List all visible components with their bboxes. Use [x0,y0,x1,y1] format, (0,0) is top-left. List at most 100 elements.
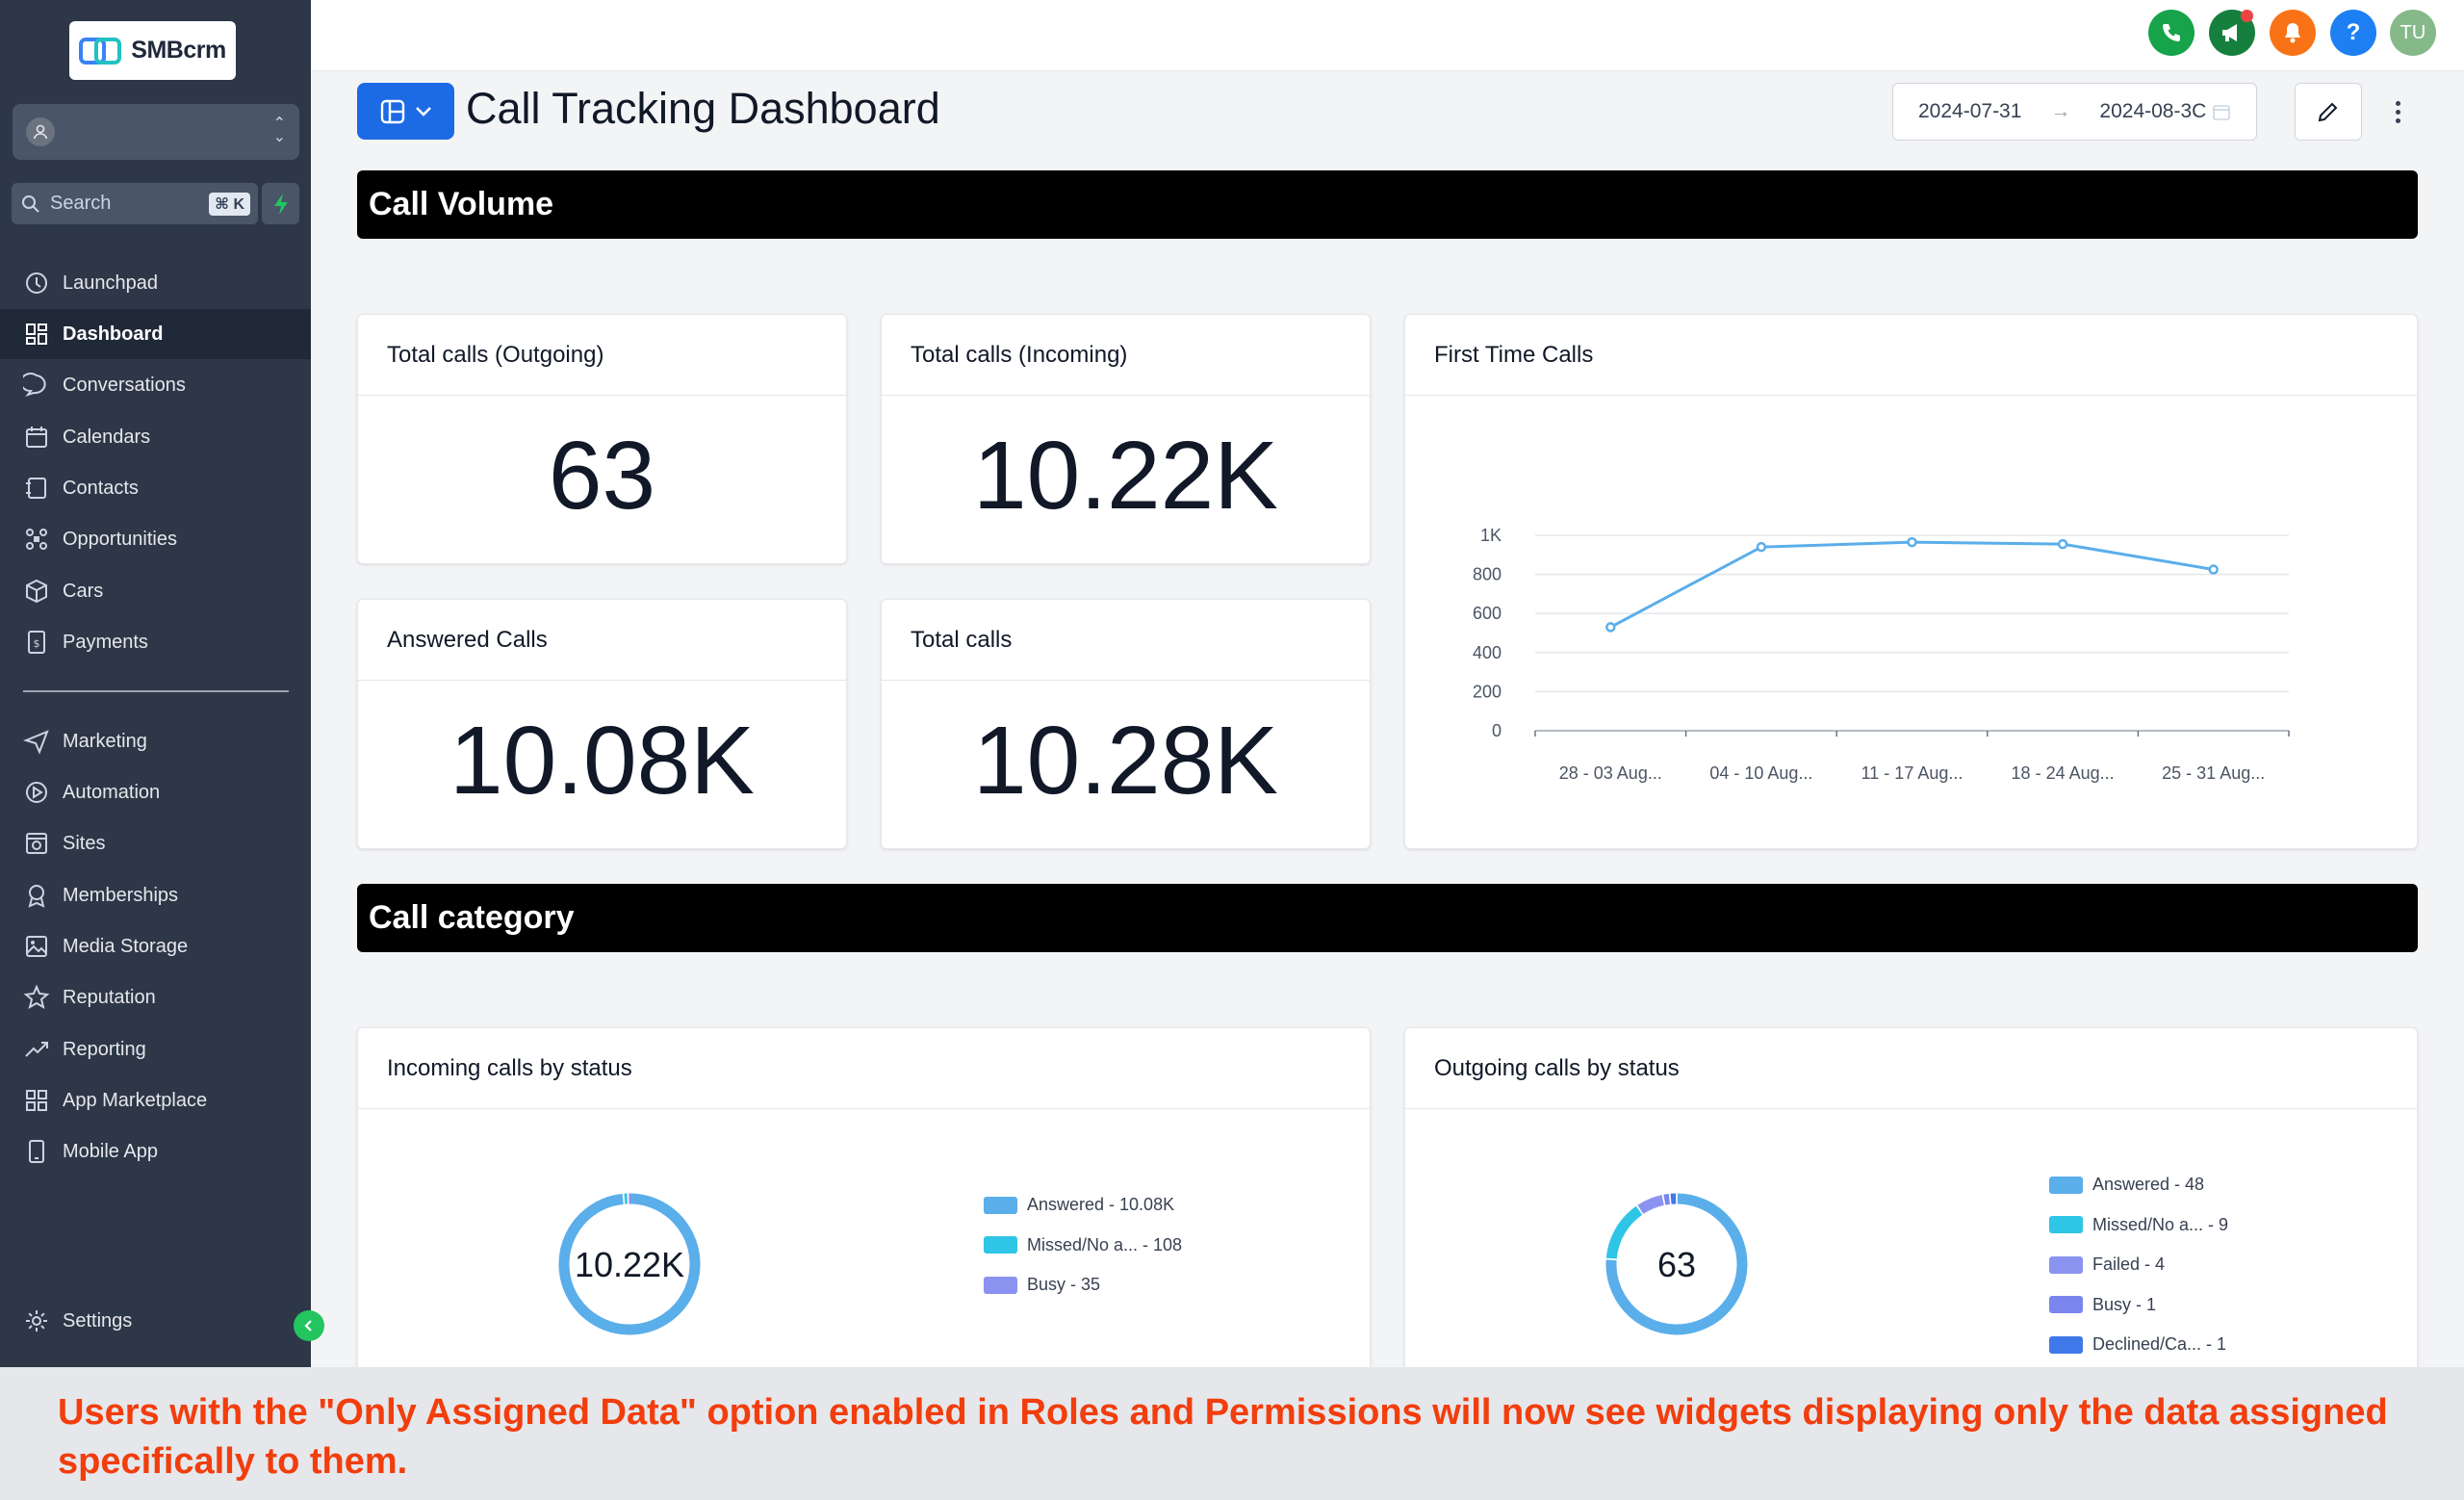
sidebar-item-media-storage[interactable]: Media Storage [0,921,311,971]
outgoing-status-donut: 63 [1605,1193,1748,1335]
legend-item[interactable]: Busy - 35 [984,1265,1182,1306]
sidebar-item-app-marketplace[interactable]: App Marketplace [0,1075,311,1125]
donut-slice[interactable] [1663,1193,1671,1205]
sidebar-item-mobile-app[interactable]: Mobile App [0,1126,311,1177]
sidebar-item-label: Media Storage [63,935,189,957]
donut-slice[interactable] [1605,1193,1748,1335]
sidebar-item-label: Dashboard [63,323,164,345]
chevron-down-icon [415,106,431,116]
date-range-picker[interactable]: 2024-07-31 → 2024-08-3C [1892,83,2257,141]
legend-item[interactable]: Missed/No a... - 108 [984,1226,1182,1266]
data-point [2208,564,2219,575]
sidebar-item-dashboard[interactable]: Dashboard [0,309,311,359]
donut-slice[interactable] [1637,1195,1665,1215]
first-time-calls-card: First Time Calls 0 200 400 600 800 1K 28 - 03 … [1404,314,2418,849]
svg-text:$: $ [34,637,40,650]
y-tick-label: 400 [1473,643,1502,662]
card-title: Incoming calls by status [358,1028,1370,1109]
more-options-button[interactable] [2383,92,2412,131]
legend-item[interactable]: Answered - 10.08K [984,1185,1182,1226]
help-button[interactable]: ? [2330,10,2376,56]
sidebar-item-sites[interactable]: Sites [0,818,311,868]
info-banner: Users with the "Only Assigned Data" opti… [0,1367,2464,1500]
sidebar-item-calendars[interactable]: Calendars [0,412,311,462]
section-title: Call category [369,899,575,936]
bell-icon [2285,23,2300,43]
data-point [2057,538,2068,550]
y-tick-label: 600 [1473,604,1502,623]
sidebar-item-label: Settings [63,1309,133,1332]
sidebar-item-label: Automation [63,781,161,803]
sidebar: SMBcrm ⌃ ⌄ Search ⌘ K Launchpad Dashboard C… [0,0,311,1367]
sidebar-item-cars[interactable]: Cars [0,566,311,616]
card-title: Answered Calls [358,600,846,681]
notifications-button[interactable] [2270,10,2316,56]
sidebar-item-opportunities[interactable]: Opportunities [0,514,311,564]
sidebar-item-label: App Marketplace [63,1089,208,1111]
sidebar-item-reporting[interactable]: Reporting [0,1024,311,1074]
legend-label: Busy - 35 [1027,1275,1101,1295]
legend-item[interactable]: Declined/Ca... - 1 [2049,1325,2228,1365]
y-tick-label: 0 [1492,721,1502,740]
sidebar-item-reputation[interactable]: Reputation [0,972,311,1022]
sites-icon [26,833,47,854]
phone-button[interactable] [2148,10,2194,56]
legend-item[interactable]: Busy - 1 [2049,1285,2228,1326]
launchpad-icon [26,272,47,294]
sidebar-item-label: Memberships [63,884,179,906]
legend-swatch [2049,1296,2083,1314]
sidebar-item-payments[interactable]: $ Payments [0,617,311,667]
sidebar-item-launchpad[interactable]: Launchpad [0,258,311,308]
announcement-button[interactable] [2209,10,2255,56]
incoming-status-legend: Answered - 10.08K Missed/No a... - 108 Bus… [984,1185,1182,1306]
quick-action-button[interactable] [262,183,299,224]
legend-label: Failed - 4 [2092,1254,2166,1275]
banner-text: Users with the "Only Assigned Data" opti… [58,1392,2388,1482]
legend-label: Missed/No a... - 108 [1027,1234,1183,1254]
gear-icon [26,1310,47,1332]
opportunities-icon [26,529,47,550]
dot [2395,117,2400,123]
collapse-sidebar-button[interactable] [294,1310,324,1341]
stat-value: 63 [548,422,656,530]
sidebar-item-conversations[interactable]: Conversations [0,360,311,410]
logo-mark-icon [79,36,122,66]
mobile-icon [29,1140,44,1163]
stat-value: 10.22K [973,422,1278,530]
legend-item[interactable]: Missed/No a... - 9 [2049,1205,2228,1246]
stat-card-answered: Answered Calls 10.08K [357,599,847,849]
donut-center-label: 10.22K [575,1245,684,1284]
sidebar-item-marketing[interactable]: Marketing [0,716,311,766]
account-switcher[interactable]: ⌃ ⌄ [13,104,299,160]
edit-dashboard-button[interactable] [2295,83,2362,141]
legend-item[interactable]: Answered - 48 [2049,1165,2228,1205]
sidebar-item-automation[interactable]: Automation [0,767,311,817]
logo[interactable]: SMBcrm [69,21,236,80]
legend-label: Answered - 10.08K [1027,1195,1175,1215]
sidebar-item-contacts[interactable]: Contacts [0,463,311,513]
stat-card-total: Total calls 10.28K [881,599,1371,849]
layout-switcher-button[interactable] [357,83,454,140]
legend-swatch [984,1196,1017,1214]
x-tick-label: 25 - 31 Aug... [2162,763,2265,783]
sidebar-item-label: Mobile App [63,1140,158,1162]
dot [2395,109,2400,115]
sidebar-item-label: Payments [63,631,148,653]
user-icon [26,117,55,146]
automation-icon [26,782,47,803]
sidebar-item-memberships[interactable]: Memberships [0,870,311,920]
legend-label: Answered - 48 [2092,1175,2205,1195]
search-icon [22,194,39,213]
sidebar-item-settings[interactable]: Settings [0,1296,311,1346]
search-input[interactable]: Search ⌘ K [12,183,258,224]
legend-item[interactable]: Failed - 4 [2049,1245,2228,1285]
sidebar-divider [23,690,289,692]
donut-slice[interactable] [558,1193,701,1335]
user-avatar[interactable]: TU [2390,10,2436,56]
section-title: Call Volume [369,186,554,222]
arrow-right-icon: → [2050,100,2071,122]
donut-slice[interactable] [1605,1205,1643,1259]
data-point [1756,541,1767,553]
legend-label: Busy - 1 [2092,1294,2157,1314]
top-bar: ? TU [311,0,2464,71]
